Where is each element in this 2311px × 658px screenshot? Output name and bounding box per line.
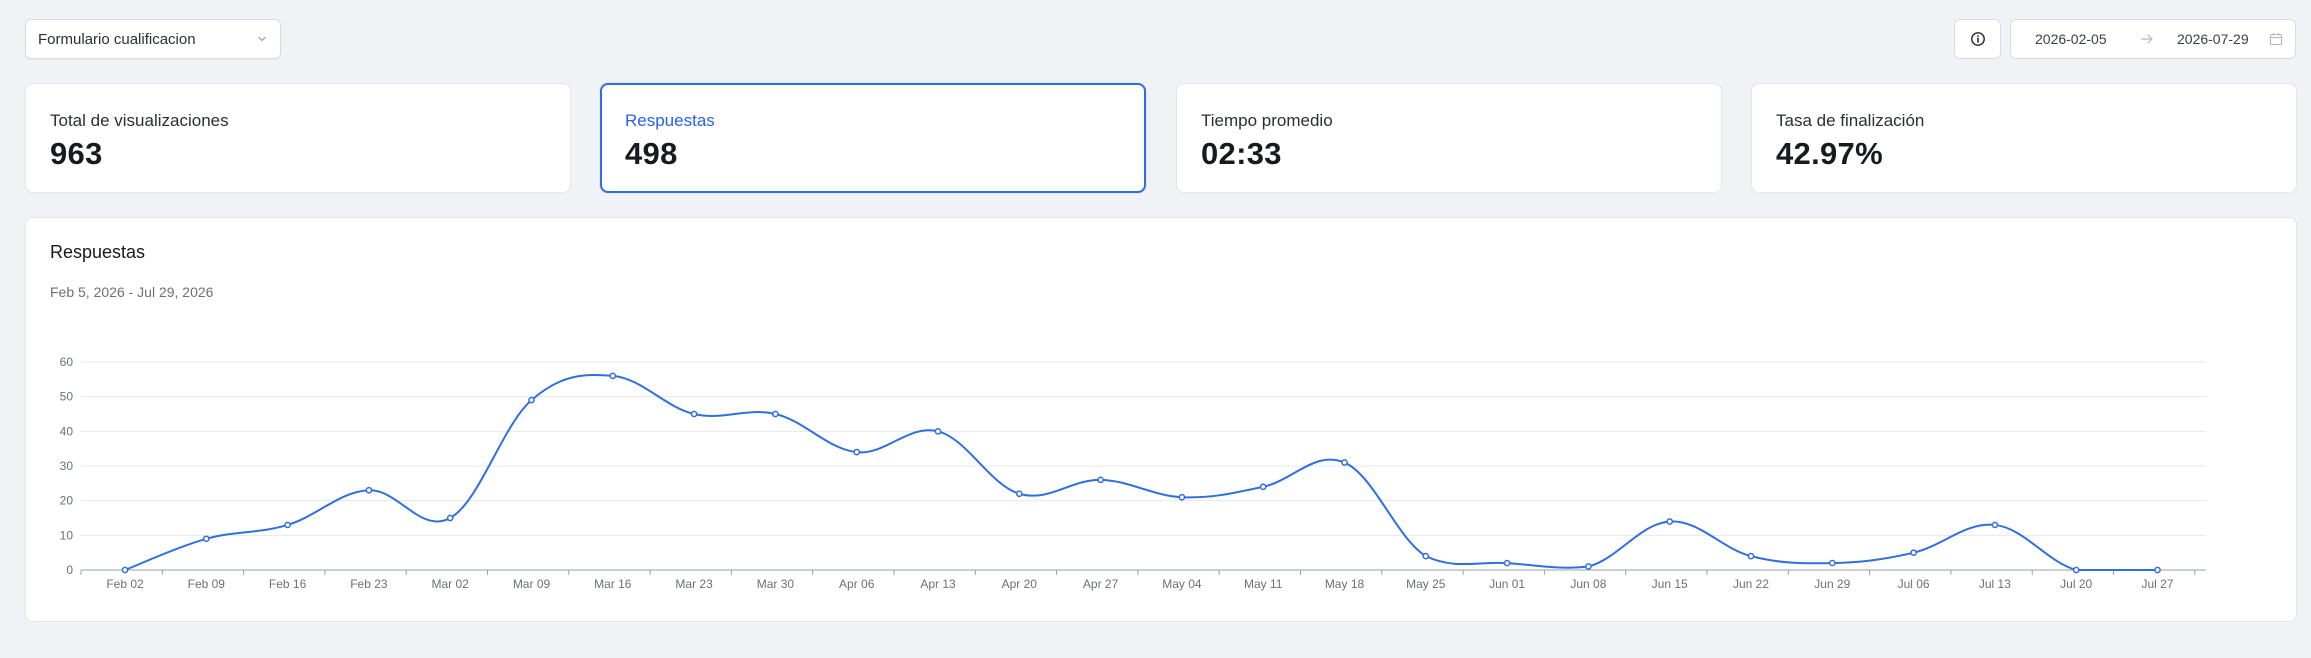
y-tick-label: 60 [60, 355, 74, 369]
data-point [1259, 483, 1267, 491]
x-tick-label: Apr 27 [1083, 577, 1119, 591]
info-circle-icon [1970, 32, 1985, 46]
form-select-value: Formulario cualificacion [38, 30, 196, 48]
data-point [2072, 566, 2080, 574]
data-point [1178, 493, 1186, 501]
chart-subtitle: Feb 5, 2026 - Jul 29, 2026 [50, 284, 214, 300]
data-point [853, 448, 861, 456]
data-point [934, 427, 942, 435]
x-tick-label: Mar 09 [513, 577, 551, 591]
kpi-card-completion-rate[interactable]: Tasa de finalización 42.97% [1751, 83, 2297, 193]
data-point [1991, 521, 1999, 529]
form-select[interactable]: Formulario cualificacion [25, 19, 281, 59]
x-tick-label: Apr 06 [839, 577, 875, 591]
data-point [446, 514, 454, 522]
data-point [121, 566, 129, 574]
data-point [365, 486, 373, 494]
kpi-label: Tasa de finalización [1776, 111, 1925, 130]
x-tick-label: May 25 [1406, 577, 1446, 591]
data-point [690, 410, 698, 418]
series-line [124, 373, 2158, 572]
x-tick-label: Jul 13 [1979, 577, 2011, 591]
data-point [2154, 566, 2161, 574]
x-tick-label: Feb 23 [350, 577, 388, 591]
x-tick-label: Feb 09 [188, 577, 226, 591]
x-tick-label: Mar 02 [432, 577, 470, 591]
x-tick-label: Jul 20 [2060, 577, 2092, 591]
date-start[interactable]: 2026-02-05 [2035, 31, 2107, 47]
x-tick-label: Feb 02 [106, 577, 144, 591]
data-point [202, 535, 210, 543]
kpi-card-responses[interactable]: Respuestas 498 [600, 83, 1146, 193]
x-tick-label: Mar 30 [757, 577, 795, 591]
y-tick-label: 40 [60, 424, 74, 438]
info-button[interactable] [1954, 19, 2001, 59]
data-point [1503, 559, 1511, 567]
kpi-value: 963 [50, 136, 103, 171]
x-tick-label: Jul 27 [2141, 577, 2173, 591]
data-point [1341, 459, 1348, 466]
x-tick-label: Jun 15 [1652, 577, 1688, 591]
x-tick-label: May 18 [1325, 577, 1365, 591]
x-tick-label: Jun 01 [1489, 577, 1525, 591]
chart-card: Respuestas Feb 5, 2026 - Jul 29, 2026 0 1… [25, 217, 2297, 622]
y-tick-label: 50 [60, 390, 74, 404]
calendar-icon [2269, 33, 2283, 46]
kpi-value: 498 [625, 136, 678, 171]
date-end[interactable]: 2026-07-29 [2177, 31, 2249, 47]
date-range-picker[interactable]: 2026-02-05 2026-07-29 [2010, 19, 2296, 59]
x-tick-label: Apr 13 [920, 577, 956, 591]
chart-title: Respuestas [50, 242, 146, 262]
kpi-value: 42.97% [1776, 136, 1883, 171]
chevron-down-icon [258, 36, 266, 42]
data-point [284, 521, 291, 529]
data-point [1828, 559, 1836, 567]
y-tick-label: 20 [60, 494, 74, 508]
top-toolbar: Formulario cualificacion 2026-02-05 2026… [0, 0, 2311, 78]
data-point [1585, 563, 1592, 570]
x-tick-label: Mar 23 [675, 577, 713, 591]
arrow-right-icon [2140, 34, 2153, 44]
kpi-label: Total de visualizaciones [50, 111, 229, 130]
x-tick-label: Feb 16 [269, 577, 307, 591]
kpi-card-avg-time[interactable]: Tiempo promedio 02:33 [1176, 83, 1722, 193]
x-tick-label: Mar 16 [594, 577, 632, 591]
data-point [772, 410, 779, 418]
kpi-label: Tiempo promedio [1201, 111, 1333, 130]
y-tick-label: 0 [66, 563, 73, 577]
data-point [1015, 490, 1023, 498]
data-point [1910, 549, 1917, 557]
x-tick-label: Jun 08 [1570, 577, 1606, 591]
x-tick-label: May 04 [1162, 577, 1202, 591]
kpi-value: 02:33 [1201, 136, 1282, 171]
x-tick-label: Jun 29 [1814, 577, 1850, 591]
data-point [1747, 552, 1755, 560]
x-tick-label: Apr 20 [1002, 577, 1038, 591]
kpi-label: Respuestas [625, 111, 715, 130]
y-tick-label: 30 [60, 459, 74, 473]
y-tick-label: 10 [60, 528, 74, 542]
x-tick-label: Jul 06 [1898, 577, 1930, 591]
data-point [1097, 476, 1104, 484]
data-point [528, 396, 535, 404]
data-point [609, 372, 617, 380]
data-point [1422, 552, 1430, 560]
line-chart: 0 10 20 30 40 50 60 Feb 02 Feb 09 Feb 16 Feb 23 Mar… [60, 355, 2206, 591]
x-tick-label: Jun 22 [1733, 577, 1769, 591]
data-point [1666, 518, 1674, 525]
kpi-card-views[interactable]: Total de visualizaciones 963 [25, 83, 571, 193]
x-tick-label: May 11 [1244, 577, 1283, 591]
